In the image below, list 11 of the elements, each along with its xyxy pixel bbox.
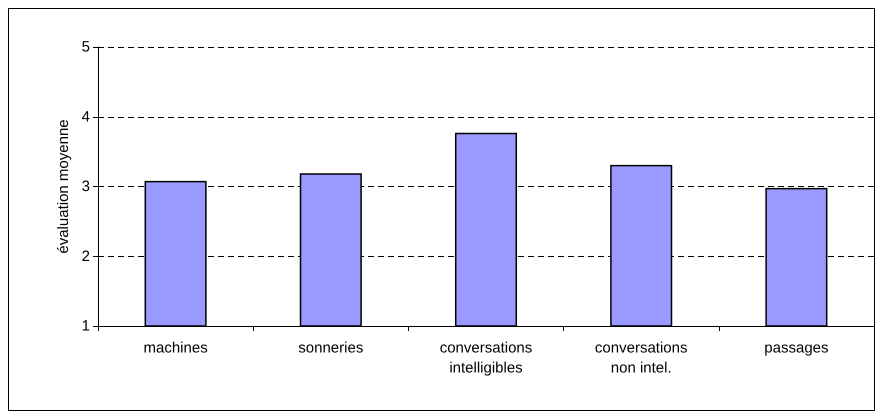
x-tick-label: sonneries bbox=[298, 340, 364, 356]
y-tick-label: 1 bbox=[82, 318, 90, 334]
y-tick-label: 2 bbox=[82, 248, 90, 265]
y-axis-title: évaluation moyenne bbox=[54, 119, 72, 254]
y-tick-label: 3 bbox=[82, 178, 90, 195]
x-tick-label: conversations non intel. bbox=[594, 340, 688, 376]
x-tick-label: machines bbox=[144, 340, 208, 356]
x-tick-label: conversations intelligibles bbox=[440, 340, 532, 376]
x-tick-label: passages bbox=[764, 340, 829, 356]
y-tick-label: 5 bbox=[82, 38, 90, 56]
y-tick-label: 4 bbox=[82, 108, 90, 126]
